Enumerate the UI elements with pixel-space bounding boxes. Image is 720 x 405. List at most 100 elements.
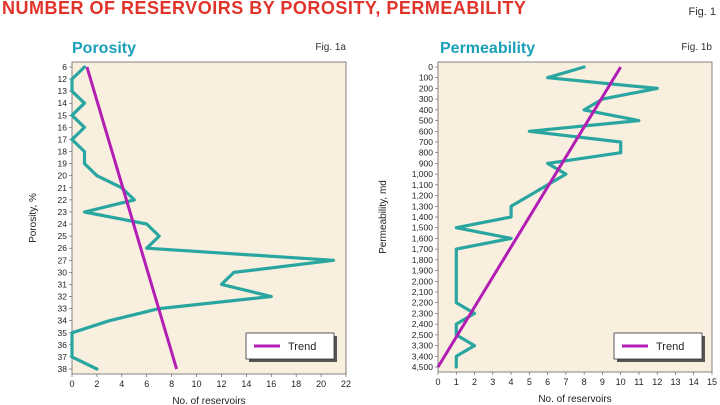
permeability-ytick-label: 100 — [419, 73, 433, 83]
porosity-trend-line — [85, 66, 179, 370]
porosity-xtick-label: 14 — [241, 379, 251, 389]
permeability-xtick-label: 3 — [490, 377, 495, 387]
permeability-xtick-label: 9 — [600, 377, 605, 387]
porosity-xlabel: No. of reservoirs — [172, 396, 245, 405]
porosity-ytick-label: 26 — [58, 243, 68, 253]
permeability-ytick-label: 800 — [419, 148, 433, 158]
porosity-xtick-label: 12 — [216, 379, 226, 389]
permeability-xlabel: No. of reservoirs — [538, 394, 611, 405]
permeability-ytick-label: 1,600 — [412, 233, 434, 243]
porosity-ytick-label: 25 — [58, 231, 68, 241]
porosity-ytick-label: 35 — [58, 328, 68, 338]
porosity-legend-label: Trend — [288, 341, 316, 353]
permeability-ytick-label: 1,500 — [412, 223, 434, 233]
permeability-ytick-label: 1,000 — [412, 169, 434, 179]
porosity-ytick-label: 6 — [62, 62, 67, 72]
porosity-ytick-label: 24 — [58, 219, 68, 229]
porosity-ytick-label: 38 — [58, 364, 68, 374]
permeability-ytick-label: 0 — [428, 62, 433, 72]
permeability-xtick-label: 13 — [670, 377, 680, 387]
permeability-ytick-label: 3,400 — [412, 351, 434, 361]
permeability-ytick-label: 2,000 — [412, 276, 434, 286]
permeability-ytick-label: 400 — [419, 105, 433, 115]
porosity-ytick-label: 37 — [58, 352, 68, 362]
porosity-xtick-label: 22 — [341, 379, 351, 389]
porosity-ytick-label: 30 — [58, 267, 68, 277]
porosity-xtick-label: 16 — [266, 379, 276, 389]
page-title: NUMBER OF RESERVOIRS BY POROSITY, PERMEA… — [2, 0, 527, 18]
permeability-xtick-label: 10 — [616, 377, 626, 387]
permeability-xtick-label: 5 — [527, 377, 532, 387]
porosity-ytick-label: 33 — [58, 304, 68, 314]
permeability-ytick-label: 1,900 — [412, 266, 434, 276]
porosity-xtick-label: 20 — [316, 379, 326, 389]
permeability-ylabel: Permeability, md — [378, 180, 389, 254]
porosity-xtick-label: 4 — [119, 379, 124, 389]
permeability-ytick-label: 3,300 — [412, 341, 434, 351]
porosity-ytick-label: 18 — [58, 147, 68, 157]
permeability-ytick-label: 1,800 — [412, 255, 434, 265]
permeability-ytick-label: 500 — [419, 116, 433, 126]
permeability-ytick-label: 1,300 — [412, 201, 434, 211]
figure-label: Fig. 1 — [688, 6, 716, 18]
permeability-chart: Permeability Fig. 1b010020030040050060070… — [378, 40, 717, 405]
porosity-xtick-label: 2 — [94, 379, 99, 389]
permeability-xtick-label: 11 — [634, 377, 643, 387]
porosity-xtick-label: 10 — [192, 379, 202, 389]
porosity-ytick-label: 36 — [58, 340, 68, 350]
permeability-ytick-label: 1,700 — [412, 244, 434, 254]
permeability-ytick-label: 200 — [419, 83, 433, 93]
porosity-xtick-label: 8 — [169, 379, 174, 389]
porosity-xtick-label: 0 — [69, 379, 74, 389]
porosity-ytick-label: 17 — [58, 134, 68, 144]
porosity-ytick-label: 15 — [58, 110, 68, 120]
permeability-ytick-label: 4,500 — [412, 362, 434, 372]
porosity-ytick-label: 19 — [58, 159, 68, 169]
permeability-xtick-label: 2 — [472, 377, 477, 387]
permeability-ytick-label: 1,100 — [412, 180, 434, 190]
porosity-ytick-label: 23 — [58, 207, 68, 217]
porosity-ytick-label: 13 — [58, 86, 68, 96]
permeability-xtick-label: 0 — [435, 377, 440, 387]
porosity-ytick-label: 27 — [58, 255, 68, 265]
permeability-xtick-label: 6 — [545, 377, 550, 387]
permeability-trend-line — [436, 66, 622, 368]
porosity-ytick-label: 32 — [58, 292, 68, 302]
porosity-title: Porosity — [72, 40, 136, 57]
permeability-ytick-label: 2,500 — [412, 330, 434, 340]
porosity-ytick-label: 20 — [58, 171, 68, 181]
porosity-xtick-label: 6 — [144, 379, 149, 389]
permeability-xtick-label: 1 — [454, 377, 459, 387]
porosity-ytick-label: 21 — [58, 183, 68, 193]
permeability-ytick-label: 2,400 — [412, 319, 434, 329]
permeability-ytick-label: 600 — [419, 126, 433, 136]
permeability-xtick-label: 4 — [509, 377, 514, 387]
permeability-ytick-label: 2,100 — [412, 287, 434, 297]
permeability-fig-label: Fig. 1b — [681, 42, 712, 53]
permeability-ytick-label: 1,200 — [412, 191, 434, 201]
porosity-ylabel: Porosity, % — [28, 193, 39, 243]
porosity-ytick-label: 34 — [58, 316, 68, 326]
porosity-ytick-label: 12 — [58, 74, 68, 84]
permeability-xtick-label: 8 — [582, 377, 587, 387]
permeability-ytick-label: 300 — [419, 94, 433, 104]
porosity-ytick-label: 14 — [58, 98, 68, 108]
permeability-ytick-label: 900 — [419, 158, 433, 168]
porosity-fig-label: Fig. 1a — [315, 42, 346, 53]
porosity-ytick-label: 16 — [58, 122, 68, 132]
porosity-ytick-label: 22 — [58, 195, 68, 205]
porosity-ytick-label: 31 — [58, 279, 68, 289]
porosity-chart: Porosity Fig. 1a6121314151617181920212223… — [28, 40, 351, 405]
permeability-ytick-label: 2,200 — [412, 298, 434, 308]
porosity-data-line — [70, 65, 336, 371]
permeability-title: Permeability — [440, 40, 535, 57]
permeability-xtick-label: 15 — [707, 377, 717, 387]
permeability-ytick-label: 1,400 — [412, 212, 434, 222]
permeability-ytick-label: 700 — [419, 137, 433, 147]
porosity-xtick-label: 18 — [291, 379, 301, 389]
permeability-xtick-label: 14 — [689, 377, 699, 387]
permeability-xtick-label: 7 — [563, 377, 568, 387]
permeability-plot-area — [437, 61, 713, 373]
permeability-xtick-label: 12 — [652, 377, 662, 387]
